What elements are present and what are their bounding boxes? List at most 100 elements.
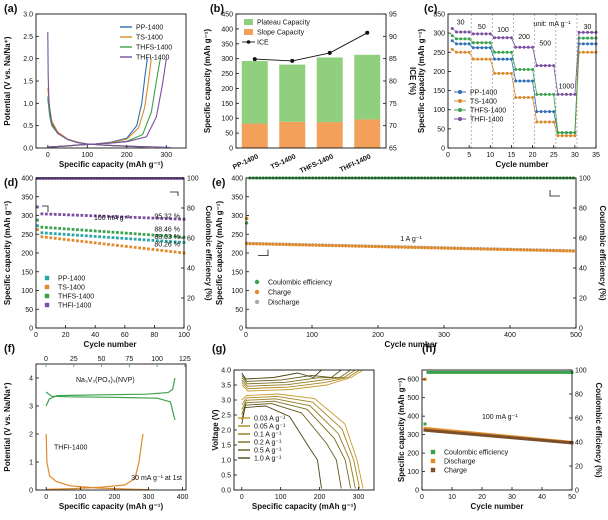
panel-e-charge-point	[330, 243, 335, 248]
panel-h-charge-point	[468, 432, 472, 436]
panel-g-discharge-line	[241, 405, 322, 489]
panel-e-charge-point	[386, 245, 391, 249]
panel-e-legend-label: Coulombic efficiency	[268, 280, 333, 287]
panel-d-ce-point	[86, 177, 90, 180]
panel-d-capacity-point	[89, 234, 93, 238]
panel-c-point	[539, 92, 543, 96]
panel-e-ytick-label: 250	[231, 232, 243, 239]
panel-c-ytick-label: 200	[433, 69, 445, 76]
panel-d-capacity-point	[147, 216, 150, 220]
panel-h-discharge-point	[459, 430, 463, 434]
panel-label: (c)	[424, 3, 438, 15]
panel-d-ce-point	[53, 177, 57, 180]
panel-d-ce-point	[36, 177, 39, 180]
panel-h-charge-point	[429, 429, 433, 433]
panel-b-legend-swatch	[244, 29, 253, 35]
panel-h-charge-point	[465, 432, 469, 436]
panel-h-ce-point	[507, 370, 511, 374]
panel-b-slope-bar	[241, 123, 268, 148]
panel-c-point	[539, 64, 543, 68]
panel-c-point	[552, 64, 556, 68]
panel-e-charge-point	[535, 248, 539, 252]
panel-h-ce-point	[519, 370, 523, 374]
panel-e-charge-point	[505, 247, 509, 252]
panel-h-discharge-point	[444, 428, 448, 432]
panel-d-capacity-point	[93, 241, 97, 245]
panel-c-point	[505, 71, 509, 75]
panel-b-y2tick-label: 65	[389, 146, 397, 153]
panel-b-ytick-label: 0	[229, 146, 233, 153]
panel-b-ytick-label: 100	[221, 116, 233, 123]
panel-b-ytick-label: 350	[221, 41, 233, 48]
panel-h-ytick-label: 400	[407, 414, 419, 421]
panel-h-discharge-point	[435, 428, 439, 432]
panel-h-discharge-point	[456, 430, 460, 434]
panel-h-charge-point	[441, 430, 445, 434]
panel-e-charge-point	[314, 243, 318, 247]
panel-d-capacity-point	[44, 231, 48, 235]
panel-e-y2tick-label: 20	[579, 296, 587, 303]
panel-c-ytick-label: 300	[433, 31, 445, 38]
panel-d-capacity-point	[98, 214, 102, 218]
panel-b-category-label: PP-1400	[232, 153, 260, 171]
panel-e-charge-point	[344, 244, 348, 248]
panel-d-ce-point	[130, 177, 134, 180]
panel-h-charge-point	[564, 440, 568, 444]
panel-d-ce-point	[50, 177, 54, 180]
panel-b-legend-label: Slope Capacity	[257, 30, 305, 37]
panel-c-xtick-label: 25	[550, 152, 558, 159]
panel-e-charge-point	[489, 247, 493, 251]
panel-e-charge-point	[357, 244, 361, 248]
panel-e-charge-point	[264, 242, 269, 246]
panel-b-legend-label: Plateau Capacity	[257, 20, 310, 27]
panel-c-ytick-label: 50	[437, 126, 445, 133]
panel-d-capacity-point	[36, 205, 39, 209]
panel-e-charge-point	[400, 245, 404, 249]
panel-h-ce-point	[468, 370, 472, 374]
panel-d-ce-point	[107, 177, 110, 180]
panel-e-charge-point	[301, 243, 305, 247]
panel-d-capacity-point	[40, 231, 44, 235]
panel-e-charge-point	[545, 248, 549, 253]
panel-g-ytick-label: 1.0	[221, 458, 231, 465]
panel-h-ce-point	[546, 370, 550, 374]
panel-e-charge-point	[261, 242, 265, 246]
panel-a-ylabel: Potential (V vs. Na/Na⁺)	[3, 36, 12, 125]
panel-h-y2tick-label: 80	[575, 392, 583, 399]
panel-c-rate-label: 1000	[559, 84, 575, 91]
panel-e-charge-point	[284, 242, 288, 247]
panel-c-point	[471, 57, 475, 61]
panel-d-legend-swatch-dot	[44, 302, 50, 308]
panel-d-capacity-point	[142, 216, 146, 220]
panel-h-charge-point	[471, 432, 475, 436]
panel-d-capacity-point	[116, 231, 119, 234]
panel-e-charge-point	[396, 245, 401, 249]
panel-c-point	[463, 30, 467, 34]
panel-e-charge-point	[492, 247, 496, 251]
panel-d-ce-point	[80, 177, 84, 180]
panel-h-ce-point	[459, 370, 463, 374]
panel-c-point	[514, 68, 518, 72]
panel-e-charge-point	[410, 245, 414, 249]
panel-h-discharge-point	[447, 429, 451, 433]
panel-h-charge-point	[543, 439, 547, 443]
panel-d-capacity-point	[151, 248, 155, 251]
panel-d-ce-point	[151, 177, 155, 180]
panel-b-ytick-label: 450	[221, 12, 233, 19]
panel-f-nvp-label: Na₃V₂(PO₄)₃(NVP)	[76, 377, 135, 384]
panel-h-discharge-point	[453, 429, 457, 433]
panel-h-charge-point	[459, 431, 463, 435]
panel-d-capacity-point	[151, 233, 155, 237]
panel-d-legend-label: PP-1400	[58, 276, 85, 283]
panel-f-top-xtick-label: 50	[98, 356, 106, 363]
panel-d-axis-arrow	[42, 205, 49, 212]
panel-e-charge-point	[413, 245, 417, 250]
panel-g-ytick-label: 0.0	[221, 488, 231, 495]
panel-b-y2tick-label: 85	[389, 56, 397, 63]
panel-d-capacity-point	[120, 244, 124, 248]
panel-h-ce-point	[423, 422, 427, 426]
panel-d-capacity-point	[53, 226, 57, 230]
panel-d-ce-point	[113, 177, 116, 180]
panel-g-charge-line	[241, 369, 364, 392]
panel-e-charge-point	[294, 243, 298, 247]
